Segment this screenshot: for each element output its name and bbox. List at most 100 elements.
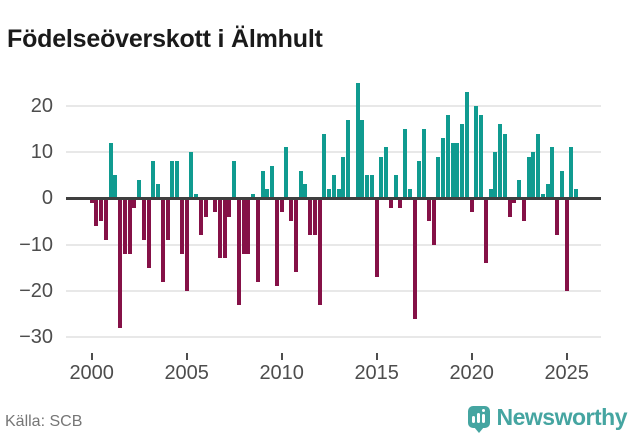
x-axis-label: 2000	[69, 362, 114, 384]
bar-2001-Q1	[108, 142, 113, 199]
bar-2006-Q4	[217, 198, 222, 259]
bar-2008-Q3	[251, 193, 256, 199]
bar-2003-Q4	[160, 198, 165, 282]
bar-2016-Q2	[398, 198, 403, 208]
bar-2021-Q4	[502, 133, 507, 199]
bar-2017-Q3	[422, 128, 427, 199]
bar-2014-Q1	[355, 82, 360, 199]
bar-2006-Q3	[213, 198, 218, 213]
bar-2012-Q3	[327, 189, 332, 199]
bar-2010-Q1	[279, 198, 284, 213]
bar-2024-Q2	[550, 147, 555, 199]
bar-2000-Q1	[89, 198, 94, 203]
bar-2007-Q3	[232, 161, 237, 199]
bar-2020-Q1	[469, 198, 474, 213]
bar-2022-Q3	[517, 179, 522, 199]
bar-2016-Q4	[407, 189, 412, 199]
bar-2009-Q3	[270, 165, 275, 199]
bar-2020-Q4	[483, 198, 488, 264]
bar-2015-Q2	[379, 156, 384, 199]
y-axis-label: −10	[19, 233, 53, 256]
bar-2011-Q4	[312, 198, 317, 236]
bar-2008-Q4	[255, 198, 260, 282]
y-axis-label: −20	[19, 279, 53, 302]
bar-2015-Q4	[388, 198, 393, 208]
source-label: Källa: SCB	[5, 413, 83, 430]
bar-2017-Q2	[417, 161, 422, 199]
bar-2002-Q3	[137, 179, 142, 199]
bar-2007-Q2	[227, 198, 232, 217]
bar-2004-Q3	[175, 161, 180, 199]
brand-name: Newsworthy	[496, 403, 628, 430]
bar-2018-Q3	[441, 138, 446, 199]
bar-2020-Q2	[474, 105, 479, 199]
x-axis-label: 2025	[544, 362, 589, 384]
y-axis-label: 0	[41, 187, 53, 210]
bar-2011-Q3	[308, 198, 313, 236]
x-axis-label: 2015	[354, 362, 399, 384]
newsworthy-badge-icon	[467, 406, 490, 433]
bar-2013-Q2	[341, 156, 346, 199]
bar-2019-Q3	[460, 124, 465, 199]
x-axis-tick	[280, 353, 283, 360]
x-axis-label: 2020	[449, 362, 494, 384]
bar-2018-Q2	[436, 156, 441, 199]
gridline	[66, 104, 601, 107]
bar-2009-Q4	[274, 198, 279, 287]
bar-2015-Q3	[384, 147, 389, 199]
badge-bar-icon	[471, 416, 475, 423]
bar-2010-Q4	[293, 198, 298, 273]
gridline	[66, 151, 601, 154]
bar-2012-Q1	[317, 198, 322, 305]
bar-2010-Q2	[284, 147, 289, 199]
bar-2014-Q4	[369, 175, 374, 199]
bar-2003-Q2	[151, 161, 156, 199]
bar-2018-Q4	[445, 115, 450, 199]
y-axis-label: −30	[19, 326, 53, 349]
bar-2019-Q4	[464, 91, 469, 199]
bar-2007-Q1	[222, 198, 227, 259]
x-axis-tick	[470, 353, 473, 360]
bar-2023-Q1	[526, 156, 531, 199]
x-axis-tick	[565, 353, 568, 360]
bar-2025-Q3	[574, 189, 579, 199]
bar-2003-Q1	[146, 198, 151, 268]
bar-2018-Q1	[431, 198, 436, 245]
bar-2008-Q1	[241, 198, 246, 254]
x-axis-tick	[375, 353, 378, 360]
bar-2016-Q1	[393, 175, 398, 199]
x-axis-tick	[185, 353, 188, 360]
bar-2005-Q1	[184, 198, 189, 291]
bar-2022-Q1	[507, 198, 512, 217]
gridline	[66, 243, 601, 246]
x-axis-tick	[90, 353, 93, 360]
bar-2004-Q1	[165, 198, 170, 240]
bar-2013-Q1	[336, 189, 341, 199]
bar-2008-Q2	[246, 198, 251, 254]
bar-2001-Q3	[118, 198, 123, 328]
bar-2019-Q2	[455, 142, 460, 199]
bar-2005-Q2	[189, 152, 194, 199]
bar-2011-Q2	[303, 184, 308, 199]
bar-2015-Q1	[374, 198, 379, 277]
x-axis-label: 2010	[259, 362, 304, 384]
bar-2022-Q2	[512, 198, 517, 203]
x-axis-label: 2005	[164, 362, 209, 384]
bar-2009-Q1	[260, 170, 265, 199]
bar-2023-Q4	[540, 193, 545, 199]
bar-2002-Q4	[141, 198, 146, 240]
bar-2021-Q2	[493, 152, 498, 199]
bar-2002-Q1	[127, 198, 132, 254]
badge-dot-icon	[481, 409, 485, 412]
badge-bar-icon	[476, 413, 480, 423]
badge-bar-icon	[481, 414, 485, 423]
bar-2005-Q3	[194, 193, 199, 199]
bar-2005-Q4	[198, 198, 203, 236]
bar-2007-Q4	[236, 198, 241, 305]
bar-2011-Q1	[298, 170, 303, 199]
bar-2021-Q3	[498, 124, 503, 199]
bar-2004-Q2	[170, 161, 175, 199]
bar-2024-Q4	[559, 170, 564, 199]
newsworthy-logo[interactable]: Newsworthy	[467, 402, 628, 433]
